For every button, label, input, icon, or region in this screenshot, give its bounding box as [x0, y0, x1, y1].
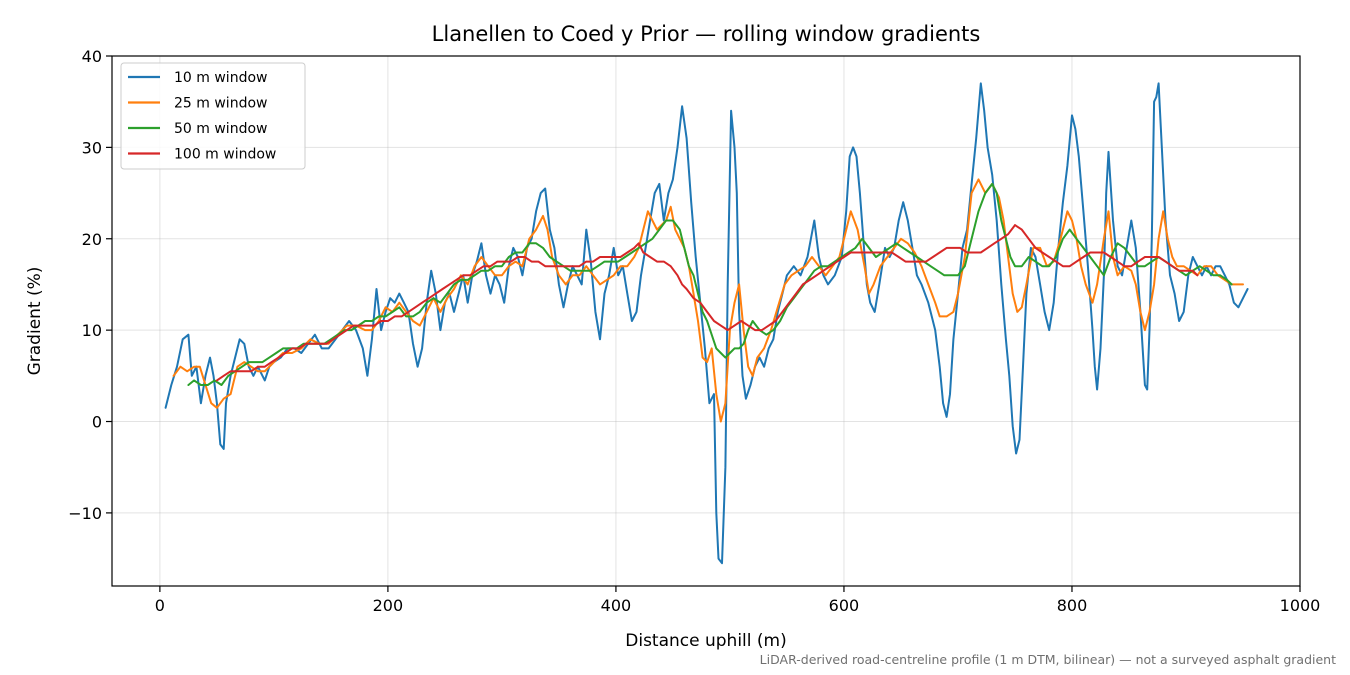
- legend: 10 m window 25 m window 50 m window 100 m w…: [120, 62, 306, 170]
- x-tick-label: 200: [373, 596, 404, 615]
- y-tick-label: 40: [82, 47, 102, 66]
- x-tick-label: 1000: [1280, 596, 1321, 615]
- y-tick-label: 20: [82, 230, 102, 249]
- chart-title: Llanellen to Coed y Prior — rolling wind…: [432, 22, 981, 46]
- plot-frame: [111, 55, 1301, 587]
- x-tick-label: 600: [829, 596, 860, 615]
- x-tick-label: 0: [155, 596, 165, 615]
- y-axis-ticks: −10 0 10 20 30 40: [68, 47, 112, 523]
- series-line-2: [172, 178, 1244, 423]
- x-tick-label: 400: [601, 596, 632, 615]
- legend-label: 25 m window: [174, 96, 267, 112]
- legend-label: 10 m window: [174, 70, 267, 86]
- y-tick-label: 10: [82, 321, 102, 340]
- y-tick-label: 0: [92, 413, 102, 432]
- y-axis-label: Gradient (%): [25, 267, 45, 376]
- series-line-4: [215, 224, 1199, 382]
- y-tick-label: −10: [68, 504, 102, 523]
- legend-label: 100 m window: [174, 147, 276, 163]
- legend-box: [120, 62, 306, 170]
- footnote: LiDAR-derived road-centreline profile (1…: [760, 652, 1336, 667]
- x-axis-label: Distance uphill (m): [625, 631, 786, 651]
- series-line-3: [187, 182, 1233, 386]
- series-lines: [164, 82, 1249, 565]
- x-axis-ticks: 0 200 400 600 800 1000: [155, 586, 1321, 615]
- y-tick-label: 30: [82, 138, 102, 157]
- series-line-1: [164, 82, 1249, 565]
- legend-label: 50 m window: [174, 121, 267, 137]
- x-tick-label: 800: [1057, 596, 1088, 615]
